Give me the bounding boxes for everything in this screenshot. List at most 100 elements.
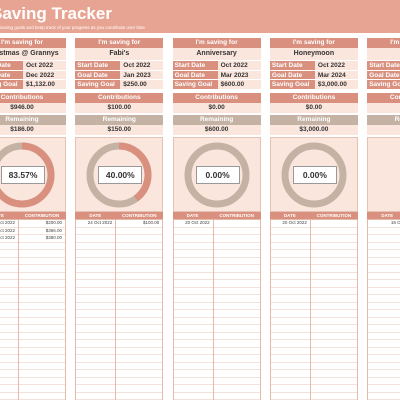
entry-date: 18 Oct (390, 220, 400, 225)
progress-panel (367, 137, 400, 212)
field-value: Dec 2022 (23, 70, 66, 80)
column-divider (115, 219, 117, 400)
field-label: Saving Goal (0, 80, 23, 90)
donut-track (184, 142, 250, 208)
contributions-value: $100.00 (75, 103, 164, 113)
field-label: Saving Goal (367, 80, 400, 90)
progress-donut (281, 142, 347, 208)
column-divider (212, 219, 214, 400)
saving-for-header: I'm saving for (367, 38, 400, 48)
title: Saving Tracker (0, 4, 112, 23)
contribution-header: CONTRIBUTION (18, 212, 66, 219)
remaining-header: Remaining (0, 115, 66, 125)
field-label: Start Date (172, 61, 218, 71)
remaining-value: $150.00 (75, 125, 164, 135)
field-value: $1,132.00 (23, 80, 66, 90)
field-value: $600.00 (217, 80, 261, 90)
goal-name: Christmas @ Grannys (0, 48, 66, 60)
entry-date: 18 Oct 2022 (0, 227, 15, 233)
column-divider (18, 219, 19, 400)
field-label: Goal Date (269, 70, 315, 80)
field-value: Jan 2023 (120, 70, 164, 80)
date-header: DATE (75, 212, 116, 219)
contributions-header: Contributions (367, 93, 400, 103)
entry-date: 20 Oct 2022 (185, 220, 210, 225)
field-value: Mar 2024 (314, 70, 358, 80)
entry-amount: $100.00 (143, 220, 160, 225)
entry-amount: $380.00 (45, 235, 62, 240)
donut-progress (0, 142, 55, 208)
contribution-header: CONTRIBUTION (115, 212, 164, 219)
field-label: Start Date (367, 61, 400, 71)
contributions-header: Contributions (172, 93, 261, 103)
field-label: Goal Date (75, 70, 121, 80)
field-label: Saving Goal (75, 80, 121, 90)
table-body (172, 219, 261, 400)
date-header: DATE (0, 212, 18, 219)
field-value: Oct 2022 (314, 61, 358, 71)
progress-label: 83.57% (1, 166, 45, 184)
progress-panel: 83.57% (0, 137, 66, 212)
progress-donut (184, 142, 250, 208)
field-label: Goal Date (367, 70, 400, 80)
field-value: Oct 2022 (120, 61, 164, 71)
entry-date: 24 Oct 2022 (87, 220, 113, 225)
donut-track (281, 142, 347, 208)
field-value: Mar 2023 (217, 70, 261, 80)
contributions-value (367, 103, 400, 113)
entry-date: 17 Oct 2022 (0, 220, 15, 225)
field-label: Saving Goal (269, 80, 315, 90)
progress-panel: 0.00% (172, 137, 261, 212)
remaining-header: Remaining (367, 115, 400, 125)
field-value: Oct 2022 (23, 61, 66, 71)
goal-name: Fabi's (75, 48, 164, 60)
saving-for-header: I'm saving for (172, 38, 261, 48)
remaining-value: $600.00 (172, 125, 261, 135)
contributions-header: Contributions (75, 93, 164, 103)
field-label: Start Date (269, 61, 315, 71)
contributions-value: $946.00 (0, 103, 66, 113)
progress-panel: 40.00% (75, 137, 164, 212)
column-divider (309, 219, 311, 400)
field-value: $3,000.00 (314, 80, 358, 90)
progress-donut (0, 142, 55, 208)
table-body (75, 219, 164, 400)
saving-for-header: I'm saving for (0, 38, 66, 48)
date-header: DATE (172, 212, 213, 219)
goal-name: Anniversary (172, 48, 261, 60)
progress-label: 40.00% (98, 166, 143, 184)
progress-donut (86, 142, 152, 208)
field-label: Goal Date (172, 70, 218, 80)
title-band (0, 0, 400, 33)
table-body (367, 219, 400, 400)
field-label: Goal Date (0, 70, 23, 80)
entry-date: 20 Oct 2022 (282, 220, 307, 225)
date-header: DATE (367, 212, 400, 219)
progress-panel: 0.00% (269, 137, 358, 212)
saving-for-header: I'm saving for (75, 38, 164, 48)
entry-amount: $200.00 (45, 220, 62, 225)
field-label: Saving Goal (172, 80, 218, 90)
entry-date: 24 Oct 2022 (0, 235, 15, 240)
subtitle: saving goals and keep track of your prog… (0, 25, 145, 30)
field-value: Oct 2022 (217, 61, 261, 71)
contributions-header: Contributions (0, 93, 66, 103)
field-label: Start Date (0, 61, 23, 71)
remaining-header: Remaining (75, 115, 164, 125)
progress-label: 0.00% (195, 166, 240, 184)
date-header: DATE (269, 212, 310, 219)
table-body (0, 219, 66, 400)
contributions-header: Contributions (269, 93, 358, 103)
contributions-value: $0.00 (269, 103, 358, 113)
saving-for-header: I'm saving for (269, 38, 358, 48)
remaining-header: Remaining (269, 115, 358, 125)
entry-amount: $366.00 (45, 227, 62, 233)
contribution-header: CONTRIBUTION (212, 212, 261, 219)
remaining-value: $3,000.00 (269, 125, 358, 135)
field-label: Start Date (75, 61, 121, 71)
donut-progress (86, 142, 152, 208)
contribution-header: CONTRIBUTION (309, 212, 358, 219)
goal-name: Eme (367, 48, 400, 60)
goal-name: Honeymoon (269, 48, 358, 60)
